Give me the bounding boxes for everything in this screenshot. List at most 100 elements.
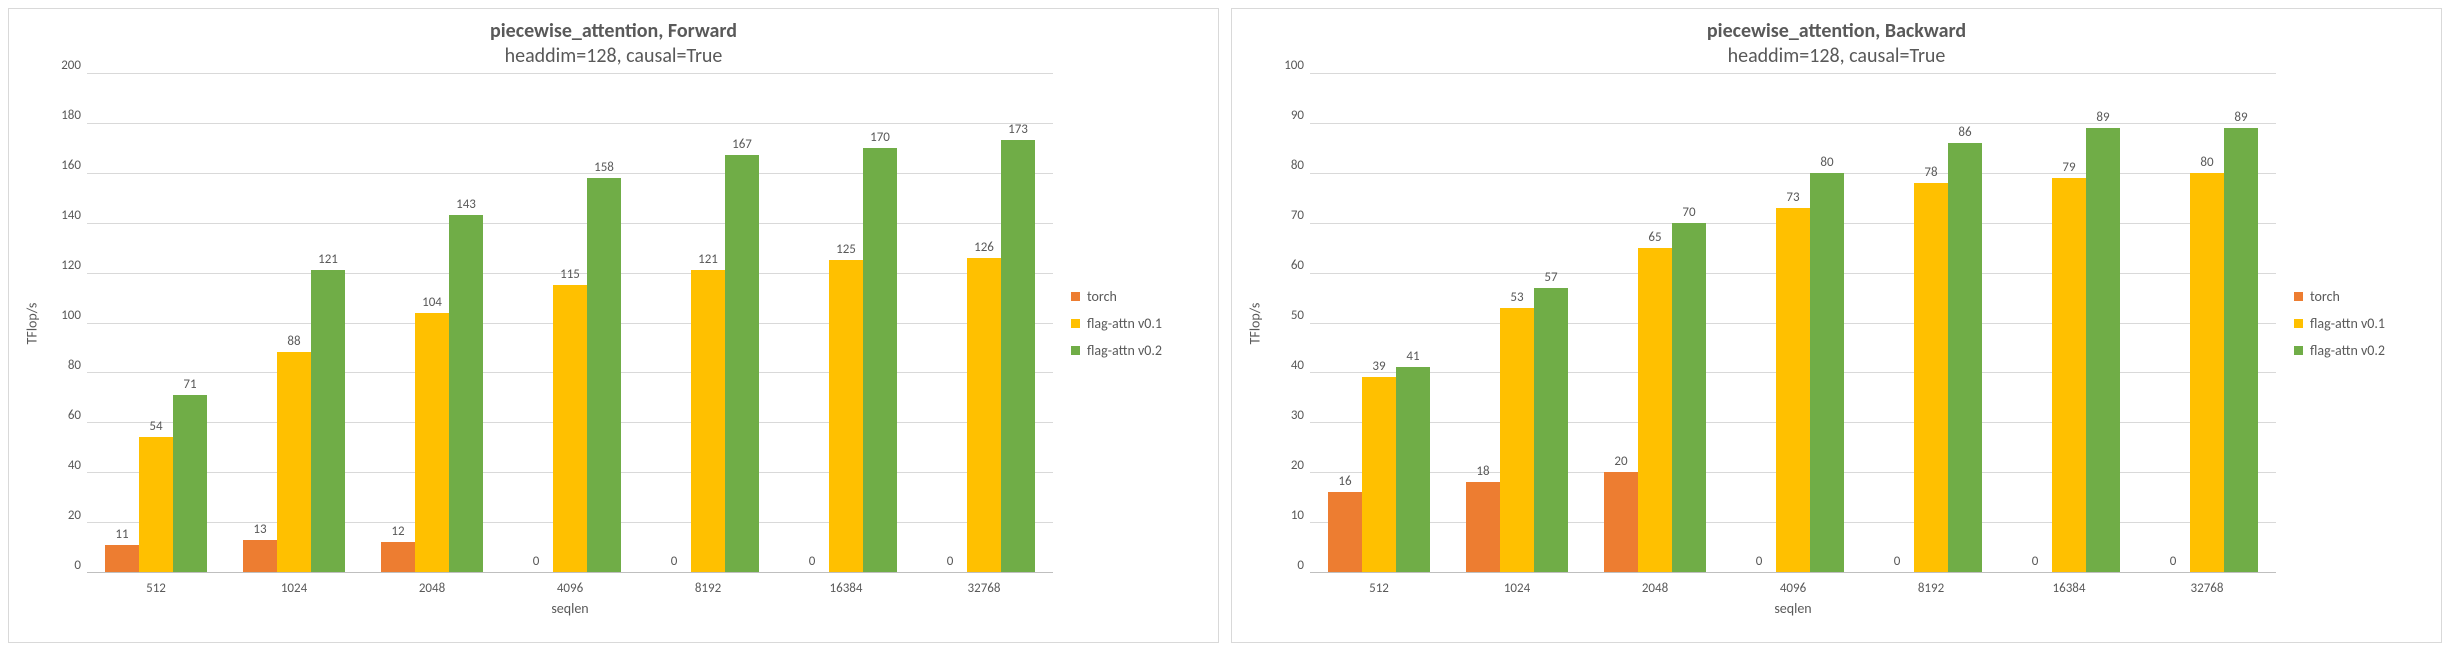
bar-wrap: 173 [1001,73,1035,572]
y-tick-label: 60 [1291,258,1304,273]
y-tick-label: 20 [1291,458,1304,473]
bar-wrap: 65 [1638,73,1672,572]
y-tick-label: 160 [61,158,81,173]
bar-value-label: 71 [183,377,196,392]
x-tick-label: 32768 [915,581,1053,596]
y-ticks: 1009080706050403020100 [1268,73,1310,573]
chart-title-block: piecewise_attention, Backwardheaddim=128… [1242,19,2431,69]
x-axis-label: seqlen [1310,596,2276,617]
bar [139,437,173,572]
bar-group: 16 39 41 [1310,73,1448,572]
bar-wrap: 70 [1672,73,1706,572]
bar [829,260,863,572]
chart-title-main: piecewise_attention, Backward [1242,19,2431,44]
chart-panel-1: piecewise_attention, Backwardheaddim=128… [1231,8,2442,643]
bar [449,215,483,572]
x-tick-label: 16384 [777,581,915,596]
bar-value-label: 0 [2170,554,2177,569]
bar [1638,248,1672,572]
x-tick-label: 32768 [2138,581,2276,596]
bar-wrap: 41 [1396,73,1430,572]
legend-swatch-icon [2294,292,2303,301]
y-tick-label: 10 [1291,508,1304,523]
bar [2190,173,2224,572]
y-tick-label: 60 [68,408,81,423]
bar-value-label: 104 [422,295,442,310]
legend-item: torch [2294,288,2431,305]
bar-wrap: 39 [1362,73,1396,572]
bar [863,148,897,572]
x-axis-label: seqlen [87,596,1053,617]
bar [415,313,449,572]
bar [243,540,277,572]
legend-item: flag-attn v0.2 [2294,342,2431,359]
legend-swatch-icon [1071,292,1080,301]
bar-wrap: 20 [1604,73,1638,572]
bar-value-label: 89 [2096,110,2109,125]
bar-value-label: 0 [533,554,540,569]
y-axis-label: TFlop/s [1242,73,1268,573]
bar-wrap: 54 [139,73,173,572]
bar-wrap: 0 [2018,73,2052,572]
bar [1500,308,1534,572]
y-tick-label: 40 [1291,358,1304,373]
bar-value-label: 0 [2032,554,2039,569]
x-tick-label: 8192 [639,581,777,596]
bar-value-label: 16 [1338,474,1351,489]
legend-label: flag-attn v0.1 [1087,315,1162,332]
bar-value-label: 70 [1682,205,1695,220]
bar-wrap: 121 [691,73,725,572]
chart-panels: piecewise_attention, Forwardheaddim=128,… [8,8,2442,643]
bar [277,352,311,572]
y-tick-label: 180 [61,108,81,123]
bar-value-label: 73 [1786,190,1799,205]
bar-wrap: 158 [587,73,621,572]
legend: torchflag-attn v0.1flag-attn v0.2 [1053,73,1208,573]
y-tick-label: 0 [1297,558,1304,573]
legend-label: torch [1087,288,1117,305]
bar [725,155,759,572]
bar-wrap: 71 [173,73,207,572]
bar-value-label: 18 [1476,464,1489,479]
x-ticks: 51210242048409681921638432768 [1310,573,2276,596]
y-tick-label: 120 [61,258,81,273]
y-tick-label: 100 [1284,58,1304,73]
bar-group: 0 115 158 [501,73,639,572]
bar-wrap: 86 [1948,73,1982,572]
chart-row: TFlop/s200180160140120100806040200115471… [19,73,1208,573]
bar-wrap: 89 [2086,73,2120,572]
bar-value-label: 0 [1894,554,1901,569]
bar [2224,128,2258,572]
y-tick-label: 80 [1291,158,1304,173]
bar-wrap: 80 [2190,73,2224,572]
bar-value-label: 79 [2062,160,2075,175]
bar-value-label: 80 [2200,155,2213,170]
bar-value-label: 115 [560,267,580,282]
bar-value-label: 57 [1544,270,1557,285]
bar-value-label: 88 [287,334,300,349]
bar-value-label: 78 [1924,165,1937,180]
bar-value-label: 65 [1648,230,1661,245]
y-tick-label: 80 [68,358,81,373]
bar-group: 0126173 [915,73,1053,572]
bar-value-label: 89 [2234,110,2247,125]
bar-value-label: 121 [318,252,338,267]
chart-panel-0: piecewise_attention, Forwardheaddim=128,… [8,8,1219,643]
bar-wrap: 126 [967,73,1001,572]
bar-wrap: 0 [1742,73,1776,572]
chart-title-main: piecewise_attention, Forward [19,19,1208,44]
bar [691,270,725,572]
bar-value-label: 121 [698,252,718,267]
x-ticks: 51210242048409681921638432768 [87,573,1053,596]
chart-title-block: piecewise_attention, Forwardheaddim=128,… [19,19,1208,69]
bar-value-label: 53 [1510,290,1523,305]
x-tick-label: 2048 [363,581,501,596]
bar [553,285,587,572]
bar [1466,482,1500,572]
bar-wrap: 170 [863,73,897,572]
bar-group: 0 79 89 [2000,73,2138,572]
bar-group: 115471 [87,73,225,572]
bar-value-label: 39 [1372,359,1385,374]
bar-groups: 1154711388121121041430115158012116701251… [87,73,1053,572]
bar [1328,492,1362,572]
